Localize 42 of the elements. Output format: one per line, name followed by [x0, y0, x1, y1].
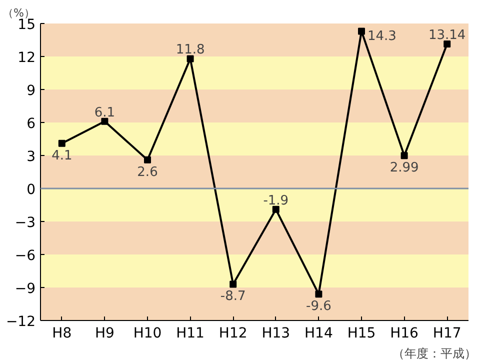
text: -9.6 [306, 299, 332, 314]
point [144, 156, 151, 164]
text: 2.99 [390, 160, 419, 176]
x-tick-label: H13 [262, 326, 290, 342]
text: -8.7 [220, 289, 246, 304]
point [186, 55, 194, 62]
x-tick-label: H10 [133, 326, 162, 342]
y-tick-label: 9 [26, 83, 36, 99]
x-tick-label: H8 [52, 326, 72, 342]
y-tick-label: 6 [26, 116, 36, 132]
x-tick-label: H14 [304, 326, 333, 342]
text: 13.14 [428, 28, 466, 43]
point [444, 40, 451, 48]
point [358, 28, 365, 35]
text: 6.1 [94, 105, 116, 120]
y-tick-label: −9 [14, 281, 36, 297]
text: -1.9 [263, 193, 289, 208]
text: 11.8 [176, 42, 205, 58]
x-tick-label: H16 [390, 326, 419, 342]
y-tick-label: 0 [26, 182, 36, 198]
y-axis-title: （%） [2, 6, 35, 20]
x-tick-label: H15 [347, 326, 376, 342]
x-tick-label: H12 [218, 326, 248, 342]
x-tick-label: H9 [94, 326, 114, 342]
text: 4.1 [52, 148, 72, 164]
point [58, 140, 66, 147]
point [230, 280, 237, 288]
point [101, 118, 108, 125]
x-tick-label: H17 [432, 326, 462, 342]
point [400, 152, 408, 160]
y-tick-label: −12 [6, 314, 36, 330]
y-tick-label: −3 [14, 215, 36, 231]
x-axis-title: （年度：平成） [392, 346, 476, 360]
text: 14.3 [368, 29, 396, 44]
y-tick-label: 12 [18, 50, 36, 66]
y-tick-label: −6 [14, 248, 36, 264]
x-tick-label: H11 [176, 326, 204, 342]
text: 2.6 [137, 164, 158, 180]
point [315, 290, 322, 298]
y-tick-label: 3 [26, 149, 36, 165]
point [272, 206, 280, 213]
y-tick-label: 15 [18, 17, 36, 33]
